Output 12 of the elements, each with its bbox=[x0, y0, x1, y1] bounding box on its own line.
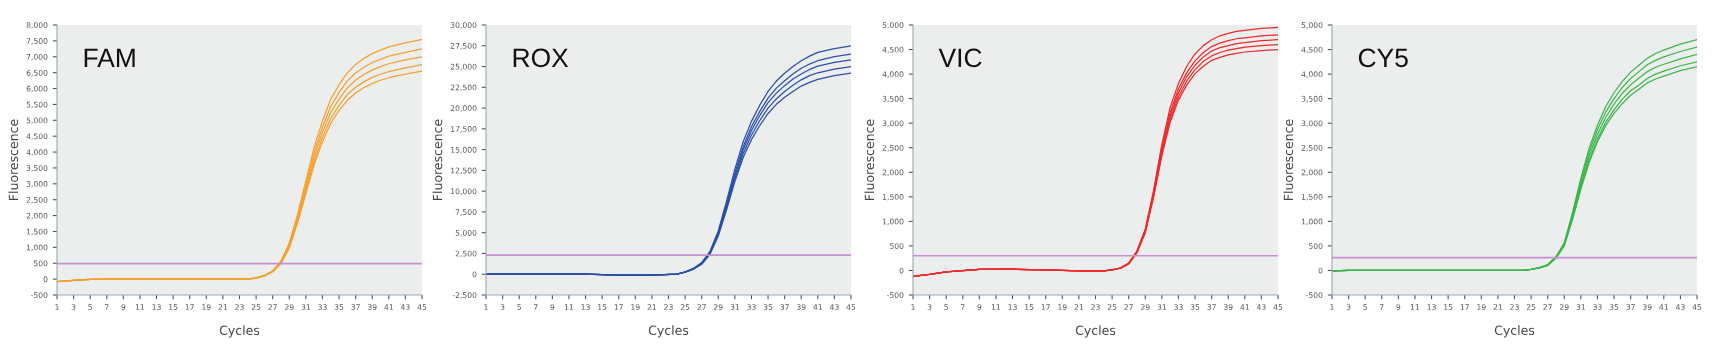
x-axis-title: Cycles bbox=[1494, 325, 1535, 338]
y-axis-title: Fluorescence bbox=[8, 119, 19, 200]
y-axis-title: Fluorescence bbox=[432, 119, 443, 200]
y-axis-title: Fluorescence bbox=[1283, 119, 1294, 200]
annotation: ROX bbox=[513, 48, 569, 68]
annotation: CY5 bbox=[1358, 48, 1408, 68]
annotation: FAM bbox=[84, 48, 135, 67]
annotation: VIC bbox=[938, 48, 982, 68]
x-axis-title: Cycles bbox=[219, 325, 260, 338]
x-axis-title: Cycles bbox=[648, 325, 689, 338]
y-axis-title: Fluorescence bbox=[864, 119, 875, 200]
x-axis-title: Cycles bbox=[1075, 325, 1116, 338]
